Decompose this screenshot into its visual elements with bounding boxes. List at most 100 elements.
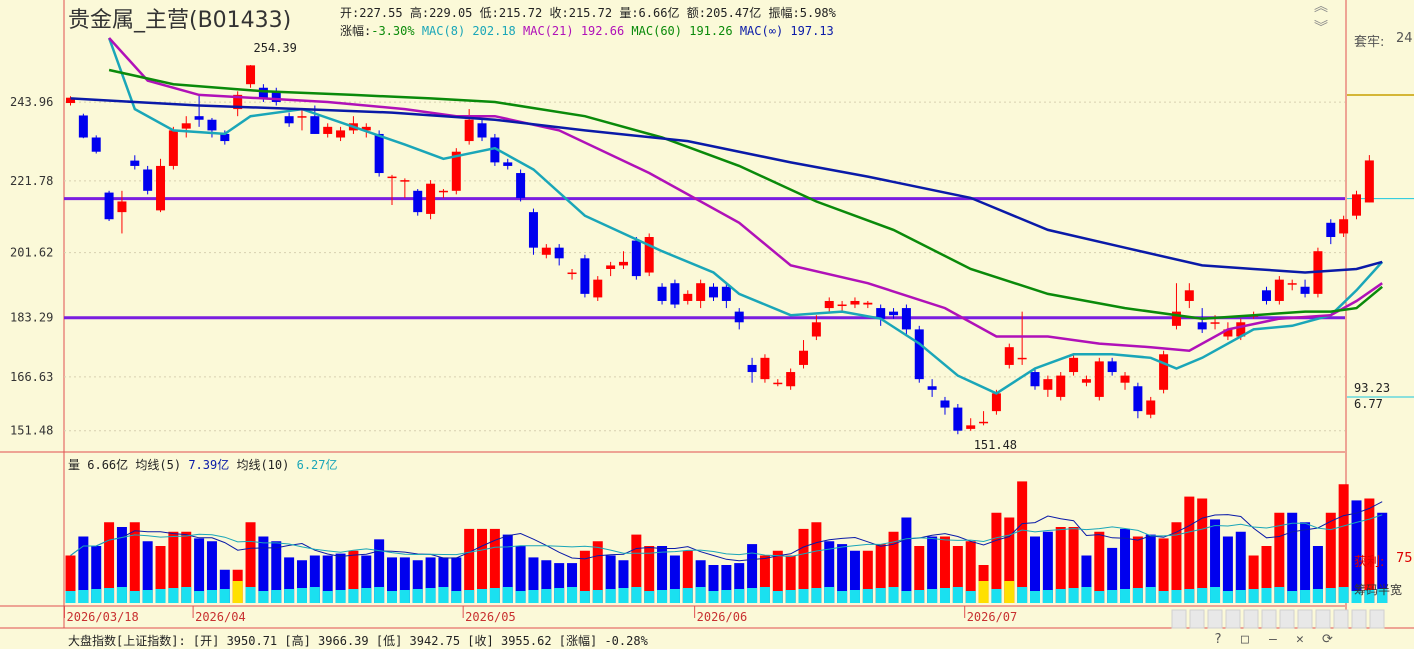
ma-line xyxy=(70,97,1383,274)
help-icon[interactable]: ? xyxy=(1214,632,1222,647)
candle-body xyxy=(284,116,294,124)
volume-sub-bar xyxy=(1197,588,1208,603)
volume-sub-bar xyxy=(1235,590,1246,603)
candle-body xyxy=(233,94,243,110)
restore-icon[interactable]: □ xyxy=(1241,632,1249,647)
candle-body xyxy=(991,393,1001,412)
toolbar-button xyxy=(1333,609,1349,629)
volume-bar xyxy=(618,560,629,603)
volume-bar xyxy=(1017,481,1028,603)
candle-body xyxy=(618,261,628,266)
candle-body xyxy=(1197,322,1207,330)
volume-bar xyxy=(1145,534,1156,603)
volume-sub-bar xyxy=(425,588,436,603)
volume-sub-bar xyxy=(155,589,166,603)
volume-bar xyxy=(399,557,410,603)
volume-bar xyxy=(271,541,282,603)
quote-line: 开:227.55 高:229.05 低:215.72 收:215.72 量:6.… xyxy=(340,4,836,21)
volume-sub-bar xyxy=(1377,589,1388,603)
amount-label: 额: xyxy=(686,6,706,20)
volume-bar xyxy=(682,550,693,603)
candle-body xyxy=(773,382,783,385)
candle-body xyxy=(567,272,577,275)
volume-sub-bar xyxy=(464,590,475,603)
candle-body xyxy=(1004,347,1014,365)
volume-sub-bar xyxy=(1287,591,1298,603)
candle-body xyxy=(1261,290,1271,301)
volume-bar xyxy=(412,560,423,603)
candle-body xyxy=(66,97,75,104)
volume-sub-bar xyxy=(721,590,732,603)
candle-body xyxy=(104,192,114,220)
volume-sub-bar xyxy=(1171,590,1182,603)
extreme-annotation: 151.48 xyxy=(974,438,1017,452)
refresh-icon[interactable]: ⟳ xyxy=(1322,632,1333,647)
candle-body xyxy=(1223,329,1233,337)
candle-body xyxy=(1184,290,1194,301)
volume-bar xyxy=(952,546,963,603)
volume-bar xyxy=(1197,498,1208,603)
candle-body xyxy=(863,302,873,305)
toolbar-button xyxy=(1243,609,1259,629)
volume-bar xyxy=(1004,517,1015,603)
volume-bar xyxy=(309,555,320,603)
volume-bar xyxy=(284,557,295,603)
volume-sub-bar xyxy=(168,588,179,603)
volume-sub-bar xyxy=(374,587,385,603)
toolbar-button xyxy=(1279,609,1295,629)
volume-bar xyxy=(631,534,642,603)
volume-sub-bar xyxy=(1068,588,1079,603)
volume-bar xyxy=(1132,536,1143,603)
volume-bar xyxy=(837,544,848,603)
volume-bar xyxy=(155,546,166,603)
volume-bar xyxy=(528,557,539,603)
volume-sub-bar xyxy=(1325,588,1336,603)
volume-bar xyxy=(1158,538,1169,603)
candle-body xyxy=(323,126,333,134)
volume-sub-bar xyxy=(258,591,269,603)
volume-sub-bar xyxy=(888,587,899,603)
volume-bar xyxy=(296,560,307,603)
mainf-label: MAC(∞) xyxy=(739,24,784,38)
volume-bar xyxy=(708,565,719,603)
candle-body xyxy=(194,116,204,120)
volume-sub-bar xyxy=(1364,590,1375,603)
volume-bar xyxy=(875,544,886,603)
volume-bar xyxy=(1274,512,1285,603)
volume-bar xyxy=(939,536,950,603)
chevron-down-double-icon[interactable]: ︾ xyxy=(1314,20,1328,36)
volume-sub-bar xyxy=(489,588,500,603)
candle-body xyxy=(490,137,500,163)
close-icon[interactable]: ✕ xyxy=(1296,632,1304,647)
volume-bar xyxy=(464,528,475,603)
volume-sub-bar xyxy=(927,589,938,603)
minimize-icon[interactable]: — xyxy=(1269,632,1277,647)
x-tick-label: 2026/06 xyxy=(697,610,748,624)
candle-body xyxy=(451,151,461,191)
volume-bar xyxy=(78,536,89,603)
volume-sub-bar xyxy=(952,587,963,603)
volume-bar xyxy=(862,550,873,603)
candle-body xyxy=(1236,322,1246,337)
candle-body xyxy=(246,65,256,85)
toolbar-button xyxy=(1297,609,1313,629)
volume-sub-bar xyxy=(91,589,102,603)
volume-sub-bar xyxy=(348,589,359,603)
candle-body xyxy=(516,173,526,198)
volume-sub-bar xyxy=(631,587,642,603)
y-tick-label: 183.29 xyxy=(10,311,53,325)
candle-body xyxy=(824,300,834,309)
volume-sub-bar xyxy=(129,591,140,603)
volume-bar xyxy=(91,546,102,603)
toolbar-button xyxy=(1351,609,1367,629)
volume-bar xyxy=(219,569,230,603)
volume-bar xyxy=(914,546,925,603)
volume-sub-bar xyxy=(271,590,282,603)
candle-body xyxy=(361,126,371,131)
chevron-up-double-icon[interactable]: ︽ xyxy=(1314,0,1328,15)
volume-bar xyxy=(991,512,1002,603)
volume-sub-bar xyxy=(914,590,925,603)
volume-bar xyxy=(1081,555,1092,603)
candle-body xyxy=(387,176,397,179)
